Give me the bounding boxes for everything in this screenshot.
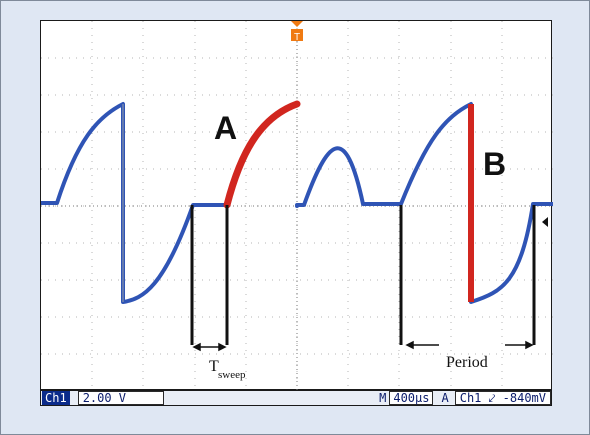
trace — [41, 102, 553, 304]
volts-per-div-value: 2.00 V — [77, 391, 164, 405]
trigger-level: -840mV — [502, 391, 546, 405]
sweep-arrows — [192, 342, 227, 352]
period-arrows — [405, 340, 534, 350]
time-markers — [190, 205, 536, 345]
trigger-mode: A — [441, 391, 449, 405]
ground-level-icon — [542, 217, 548, 227]
trace-segment-2 — [295, 102, 473, 208]
trigger-slope-icon: ⤦ — [488, 391, 496, 405]
channel-badge[interactable]: Ch1 — [42, 391, 70, 405]
trace-segment-3 — [469, 202, 553, 304]
trigger-marker-text: T — [294, 32, 300, 43]
trace-segment-1 — [41, 102, 227, 304]
trigger-position-icon: T — [291, 21, 303, 43]
status-bar: Ch1 2.00 V M 400µs A Ch1 ⤦ -840mV — [40, 390, 552, 406]
label-b: B — [483, 146, 506, 182]
trigger-channel: Ch1 — [459, 391, 482, 405]
oscilloscope-plot: T — [40, 20, 553, 391]
volts-per-div: 2.00 V — [77, 391, 164, 405]
m-label: M — [379, 391, 387, 405]
trigger-info: Ch1 ⤦ -840mV — [454, 391, 551, 405]
highlight-a — [223, 100, 301, 209]
waveform-svg: T — [41, 21, 553, 391]
time-per-div: 400µs — [389, 391, 434, 405]
period-label: Period — [446, 354, 488, 371]
t-sweep-main: T — [209, 358, 219, 375]
label-a: A — [214, 110, 237, 146]
t-sweep-sub: sweep — [218, 369, 246, 381]
